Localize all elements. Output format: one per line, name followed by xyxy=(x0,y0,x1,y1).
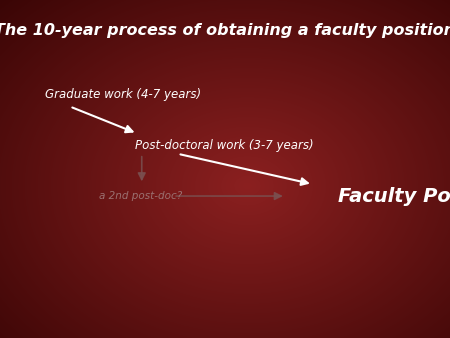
Text: Post-doctoral work (3-7 years): Post-doctoral work (3-7 years) xyxy=(135,139,314,152)
Text: a 2nd post-doc?: a 2nd post-doc? xyxy=(99,191,182,201)
Text: Faculty Position!: Faculty Position! xyxy=(338,187,450,206)
Text: Graduate work (4-7 years): Graduate work (4-7 years) xyxy=(45,88,201,101)
Text: The 10-year process of obtaining a faculty position: The 10-year process of obtaining a facul… xyxy=(0,23,450,38)
